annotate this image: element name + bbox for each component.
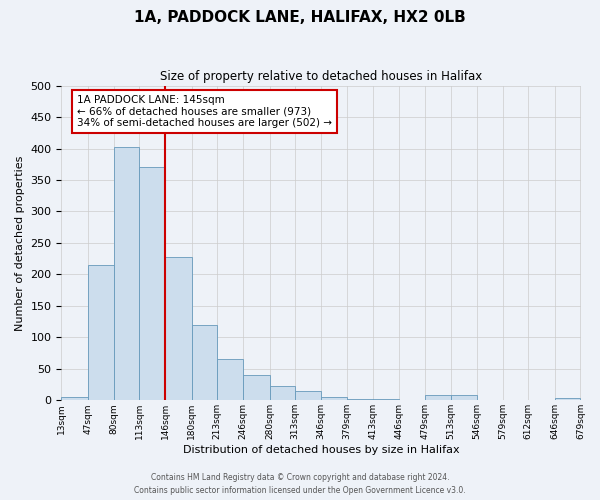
Bar <box>139 168 165 400</box>
Bar <box>321 397 347 400</box>
Bar <box>425 396 451 400</box>
Text: Contains HM Land Registry data © Crown copyright and database right 2024.
Contai: Contains HM Land Registry data © Crown c… <box>134 474 466 495</box>
Bar <box>88 265 113 400</box>
Bar <box>269 386 295 400</box>
Bar <box>191 326 217 400</box>
Text: 1A PADDOCK LANE: 145sqm
← 66% of detached houses are smaller (973)
34% of semi-d: 1A PADDOCK LANE: 145sqm ← 66% of detache… <box>77 95 332 128</box>
Text: 1A, PADDOCK LANE, HALIFAX, HX2 0LB: 1A, PADDOCK LANE, HALIFAX, HX2 0LB <box>134 10 466 25</box>
Bar <box>347 399 373 400</box>
X-axis label: Distribution of detached houses by size in Halifax: Distribution of detached houses by size … <box>182 445 459 455</box>
Bar <box>555 398 580 400</box>
Title: Size of property relative to detached houses in Halifax: Size of property relative to detached ho… <box>160 70 482 83</box>
Bar <box>243 375 269 400</box>
Bar <box>451 396 477 400</box>
Y-axis label: Number of detached properties: Number of detached properties <box>15 155 25 330</box>
Bar <box>295 391 321 400</box>
Bar <box>61 397 88 400</box>
Bar <box>113 146 139 400</box>
Bar <box>217 360 243 401</box>
Bar <box>165 257 191 400</box>
Bar <box>373 399 399 400</box>
